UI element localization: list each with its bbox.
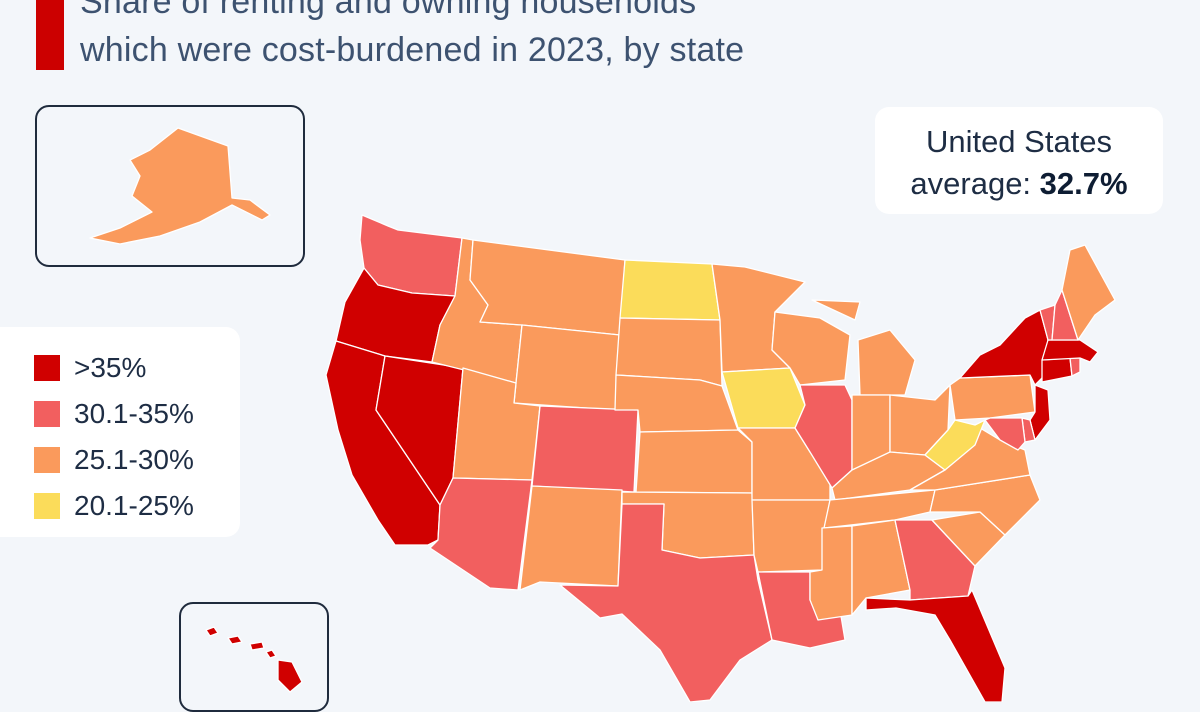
state-nm [519,485,623,591]
us-average-value: 32.7% [1039,166,1128,201]
legend-item-gt35: >35% [34,345,240,391]
legend-item-20-25: 20.1-25% [34,483,240,529]
chart-title: Share of renting and owning households w… [80,0,744,74]
state-mt [469,239,626,336]
state-az [429,477,533,591]
state-co [531,405,639,493]
state-wv [924,419,986,471]
us-average-callout: United States average: 32.7% [875,107,1163,214]
legend-label-30-35: 30.1-35% [74,398,194,429]
state-ar [751,499,831,573]
us-average-prefix: average: [910,166,1032,201]
state-tn [823,489,936,529]
state-nd [619,259,721,321]
state-tx [559,503,773,702]
state-ri [1069,357,1081,377]
us-average-label: United States [925,124,1113,159]
legend-swatch-25-30 [34,447,60,473]
state-wi [771,311,851,386]
legend-label-25-30: 25.1-30% [74,444,194,475]
state-al [851,519,911,616]
legend-item-25-30: 25.1-30% [34,437,240,483]
state-ny [959,309,1049,386]
title-line-2: which were cost-burdened in 2023, by sta… [80,31,745,69]
state-ak [89,127,271,245]
state-ct [1041,357,1073,383]
title-line-1: Share of renting and owning households [80,0,697,21]
state-fl [865,589,1006,702]
state-wy [513,324,621,411]
alaska-inset-frame [35,105,305,267]
state-mi [811,299,916,396]
state-me [1061,244,1116,341]
state-md [984,417,1026,451]
state-ma [1041,339,1099,363]
state-hi [205,626,303,693]
legend-item-30-35: 30.1-35% [34,391,240,437]
legend-swatch-30-35 [34,401,60,427]
legend-swatch-gt35 [34,355,60,381]
legend-swatch-20-25 [34,493,60,519]
legend: >35% 30.1-35% 25.1-30% 20.1-25% [0,327,240,537]
title-accent-bar [36,0,64,70]
legend-label-gt35: >35% [74,352,147,383]
legend-label-20-25: 20.1-25% [74,490,194,521]
state-ks [635,429,753,494]
us-average-line: average: 32.7% [875,163,1163,205]
state-pa [949,374,1036,421]
